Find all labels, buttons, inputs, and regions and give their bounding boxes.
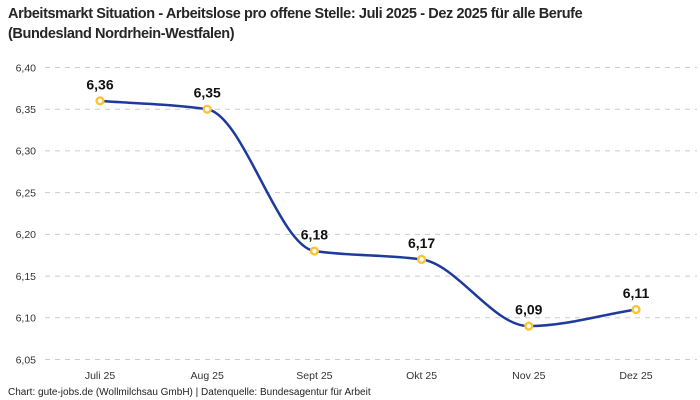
x-tick-label: Okt 25 [406,370,437,382]
y-tick-label: 6,15 [16,271,37,283]
y-tick-label: 6,40 [16,62,37,74]
y-tick-label: 6,25 [16,187,37,199]
x-tick-label: Sept 25 [296,370,332,382]
data-line [98,99,638,328]
data-point-marker [202,104,212,114]
data-point-label: 6,18 [301,227,328,243]
chart-source-line: Chart: gute-jobs.de (Wollmilchsau GmbH) … [8,387,371,398]
data-point-marker [524,321,534,331]
data-point-label: 6,11 [623,285,650,301]
data-point-marker [95,96,105,106]
x-tick-label: Dez 25 [619,370,652,382]
y-tick-label: 6,05 [16,354,37,366]
x-tick-label: Juli 25 [85,370,116,382]
y-tick-label: 6,20 [16,229,37,241]
data-point-label: 6,36 [86,76,113,92]
data-point-marker [631,304,641,315]
data-point-label: 6,09 [515,302,542,318]
y-tick-label: 6,35 [16,104,37,116]
data-point-marker [417,254,427,264]
chart-title: Arbeitsmarkt Situation - Arbeitslose pro… [8,6,583,42]
data-point-label: 6,35 [194,85,221,101]
x-tick-label: Aug 25 [191,370,224,382]
y-tick-label: 6,10 [16,313,37,325]
data-point-label: 6,17 [408,235,435,251]
data-point-marker [309,246,320,256]
x-tick-label: Nov 25 [512,370,545,382]
y-tick-label: 6,30 [16,146,37,158]
